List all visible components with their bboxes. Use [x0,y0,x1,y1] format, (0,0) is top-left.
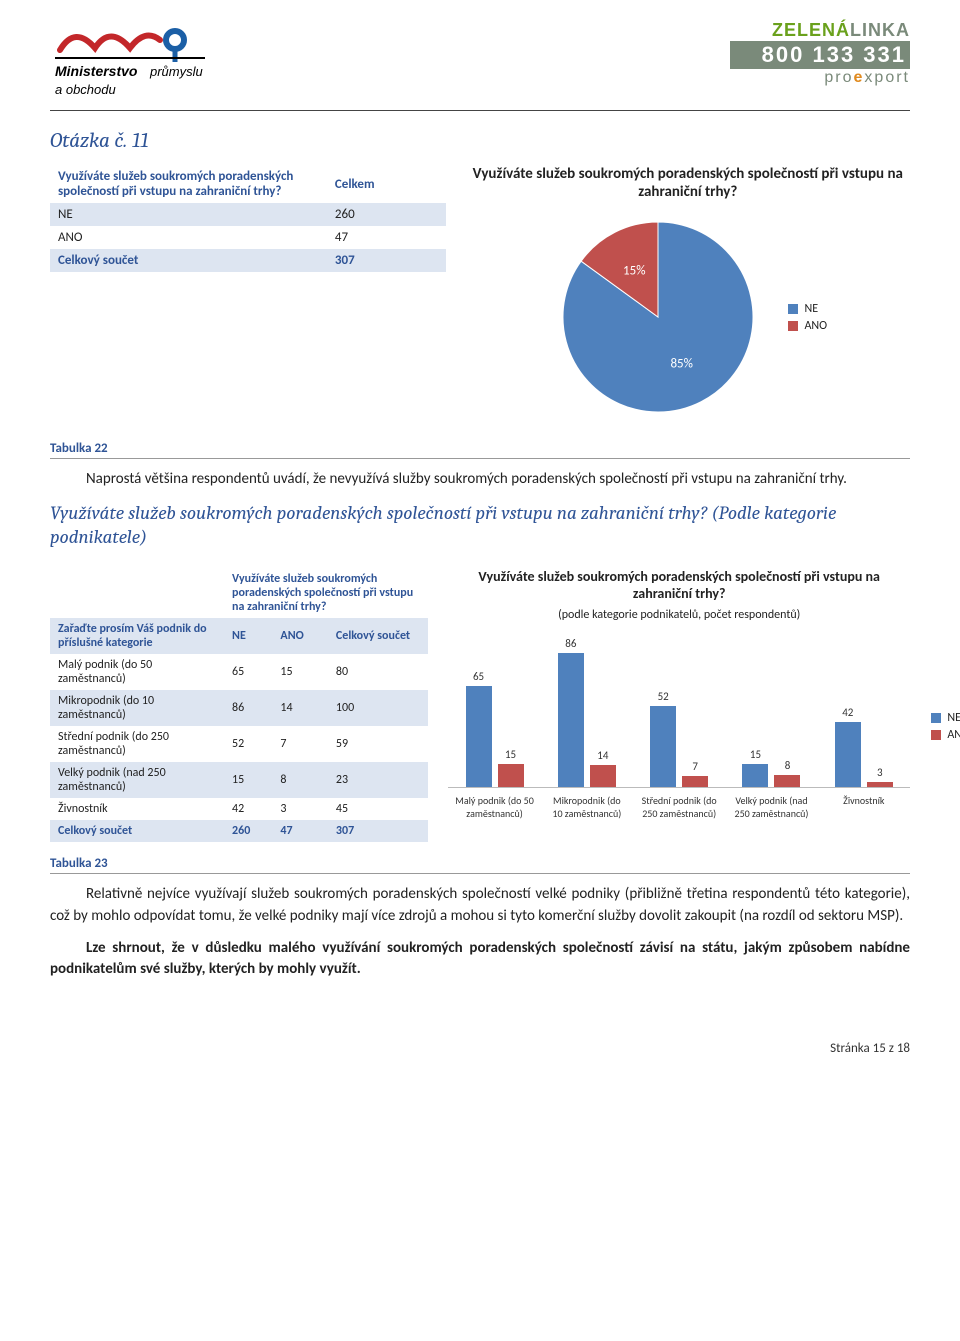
divider [50,110,910,111]
bar-ano: 7 [682,776,708,787]
table-header: NE [224,618,272,654]
row-table-bar: Využíváte služeb soukromých poradenských… [50,568,910,842]
bar-group: 86 14 [558,653,616,787]
zl-phone: 800 133 331 [730,41,910,69]
table-caption: Tabulka 22 [50,441,910,459]
table-header: ANO [272,618,328,654]
bar-xlabel: Střední podnik (do 250 zaměstnanců) [639,794,719,820]
section-title: Otázka č. 11 [50,129,910,153]
legend-item: ANO [788,319,827,333]
zelena-linka-logo: ZELENÁLINKA 800 133 331 proexport [730,20,910,87]
bar-ano: 15 [498,764,524,787]
legend-item: NE [788,302,827,316]
page-header: Ministerstvo průmyslu a obchodu ZELENÁLI… [50,20,910,100]
paragraph: Naprostá většina respondentů uvádí, že n… [50,469,910,491]
table-superheader: Využíváte služeb soukromých poradenských… [224,568,428,618]
bar-xlabel: Malý podnik (do 50 zaměstnanců) [455,794,535,820]
bar-ano: 8 [774,775,800,787]
zl-text: xport [864,69,910,86]
bar-ano: 3 [867,782,893,787]
subheading: Využíváte služeb soukromých poradenských… [50,501,910,550]
svg-text:a obchodu: a obchodu [55,82,116,97]
paragraph-bold: Lze shrnout, že v důsledku malého využív… [50,938,910,982]
bar-title: Využíváte služeb soukromých poradenských… [448,568,910,602]
bar-ne: 86 [558,653,584,787]
legend-item: ANO [931,728,960,742]
bar-xlabel: Mikropodnik (do 10 zaměstnanců) [547,794,627,820]
table-row: Malý podnik (do 50 zaměstnanců)651580 [50,654,428,690]
svg-text:průmyslu: průmyslu [149,64,203,79]
bar-legend: NE ANO [931,708,960,745]
ministry-logo: Ministerstvo průmyslu a obchodu [50,20,210,100]
table-2: Využíváte služeb soukromých poradenských… [50,568,428,842]
bar-subtitle: (podle kategorie podnikatelů, počet resp… [448,608,910,622]
paragraph: Relativně nejvíce využívají služeb soukr… [50,884,910,928]
bar-chart: 65 15 86 14 52 7 15 8 42 3 Malý podnik (do 50 zam… [448,628,910,820]
bar-xlabel: Živnostník [824,794,904,820]
svg-text:15%: 15% [624,263,646,278]
page-footer: Stránka 15 z 18 [50,1041,910,1056]
table-caption: Tabulka 23 [50,856,910,874]
pie-title: Využíváte služeb soukromých poradenských… [466,165,910,201]
bar-ne: 65 [466,686,492,787]
bar-group: 52 7 [650,706,708,787]
bar-ano: 14 [590,765,616,787]
table-header: Zařaďte prosím Váš podnik do příslušné k… [50,618,224,654]
bar-ne: 52 [650,706,676,787]
table-row: Střední podnik (do 250 zaměstnanců)52759 [50,726,428,762]
pie-svg: 85% 15% [548,207,768,427]
legend-item: NE [931,711,960,725]
zl-text: LINKA [850,20,910,40]
table-header: Celkem [327,165,446,203]
table-row: Živnostník42345 [50,798,428,820]
table-header: Využíváte služeb soukromých poradenských… [50,165,327,203]
pie-chart: Využíváte služeb soukromých poradenských… [466,165,910,427]
bar-group: 42 3 [835,722,893,787]
zl-text: ZELENÁ [772,20,850,40]
table-row-total: Celkový součet 307 [50,249,446,272]
bar-xlabel: Velký podnik (nad 250 zaměstnanců) [731,794,811,820]
bar-ne: 15 [742,764,768,787]
table-row: Mikropodnik (do 10 zaměstnanců)8614100 [50,690,428,726]
table-row: ANO 47 [50,226,446,249]
table-1: Využíváte služeb soukromých poradenských… [50,165,446,272]
zl-text: e [854,69,865,86]
pie-legend: NE ANO [788,299,827,336]
bar-group: 15 8 [742,764,800,787]
bar-group: 65 15 [466,686,524,787]
table-header: Celkový součet [328,618,428,654]
table-row-total: Celkový součet26047307 [50,820,428,842]
table-row: Velký podnik (nad 250 zaměstnanců)15823 [50,762,428,798]
bar-ne: 42 [835,722,861,787]
row-table-pie: Využíváte služeb soukromých poradenských… [50,165,910,427]
svg-text:Ministerstvo: Ministerstvo [55,63,138,79]
table-row: NE 260 [50,203,446,226]
zl-text: pro [824,69,853,86]
svg-text:85%: 85% [671,357,693,372]
